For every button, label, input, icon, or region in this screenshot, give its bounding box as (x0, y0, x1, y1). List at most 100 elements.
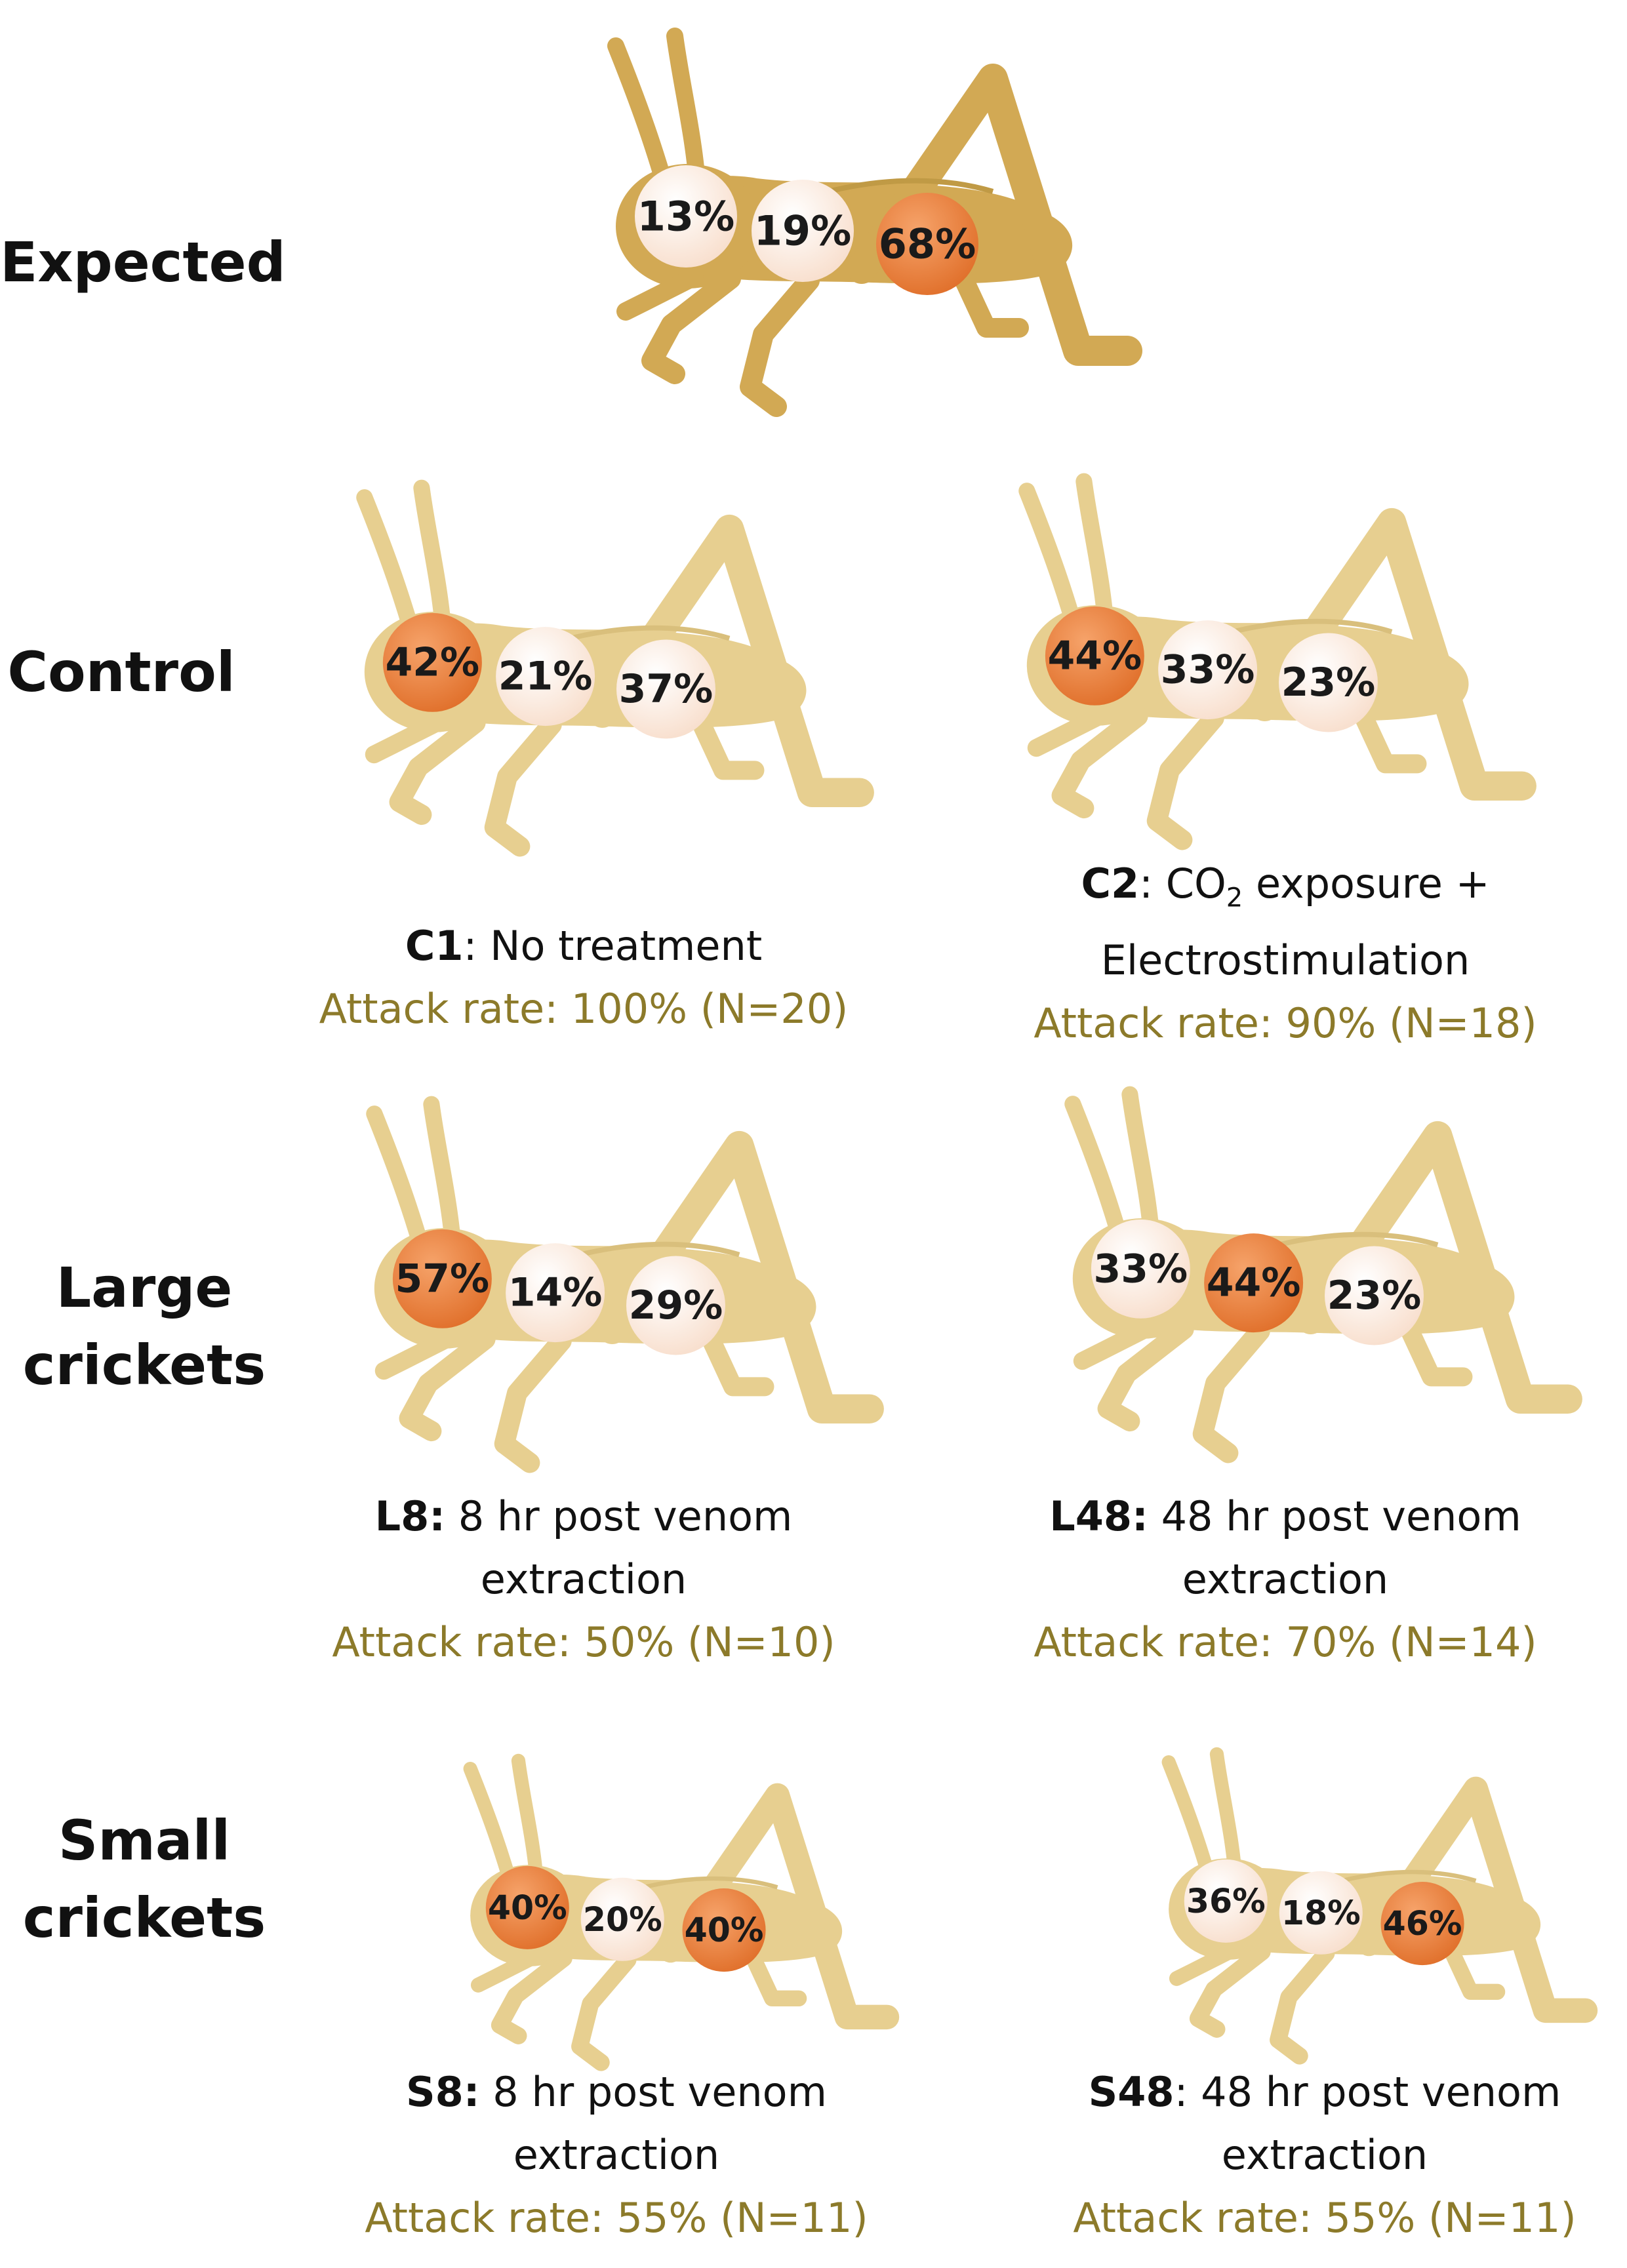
attack-head-marker (1045, 606, 1144, 706)
attack-thorax-marker (1204, 1233, 1304, 1333)
row-label-large-crickets: Large crickets (13, 1249, 275, 1404)
attack-head-circle: 57% (392, 1229, 492, 1328)
caption-l8-line1: L8: 8 hr post venom (282, 1485, 885, 1548)
attack-abdomen-marker (1325, 1246, 1424, 1345)
caption-c2-line2: Electrostimulation (1100, 936, 1470, 985)
attack-abdomen-marker (682, 1888, 766, 1972)
attack-abdomen-marker (626, 1256, 725, 1355)
attack-thorax-marker (1158, 620, 1258, 720)
row-label-small-line1: Small (58, 1808, 231, 1873)
caption-c1-code: C1 (405, 922, 464, 970)
attack-head-value: 57% (395, 1256, 490, 1302)
caption-c2-prefix: : CO (1139, 860, 1226, 907)
attack-head-circle: 42% (382, 612, 482, 712)
attack-thorax-value: 33% (1161, 647, 1255, 693)
attack-abdomen-circle: 29% (626, 1256, 725, 1355)
attack-thorax-circle: 33% (1158, 620, 1258, 720)
attack-head-marker (635, 165, 737, 268)
caption-l8: L8: 8 hr post venom extraction Attack ra… (282, 1485, 885, 1674)
row-label-large-line2: crickets (22, 1333, 266, 1397)
attack-head-value: 33% (1094, 1246, 1188, 1292)
attack-head-marker (392, 1229, 492, 1328)
attack-abdomen-value: 29% (629, 1283, 723, 1328)
caption-l8-line2: extraction (480, 1555, 687, 1603)
caption-c1: C1: No treatment Attack rate: 100% (N=20… (282, 915, 885, 1041)
caption-c2-sub: 2 (1226, 883, 1243, 913)
caption-l48-rate: Attack rate: 70% (N=14) (1034, 1618, 1537, 1666)
caption-c2-rate: Attack rate: 90% (N=18) (1034, 999, 1537, 1048)
cricket-l8: 57% 14% 29% (366, 1096, 884, 1473)
caption-s8-rate: Attack rate: 55% (N=11) (365, 2194, 868, 2242)
attack-thorax-circle: 18% (1279, 1871, 1363, 1955)
caption-s48-code: S48 (1088, 2068, 1175, 2116)
caption-l8-code: L8: (374, 1492, 446, 1540)
attack-abdomen-circle: 23% (1279, 633, 1378, 732)
caption-c2: C2: CO2 exposure + Electrostimulation At… (984, 852, 1587, 1055)
cricket-c2: 44% 33% 23% (1018, 473, 1537, 850)
caption-s48: S48: 48 hr post venom extraction Attack … (1023, 2061, 1626, 2250)
attack-thorax-value: 19% (754, 207, 851, 255)
attack-abdomen-marker (876, 193, 978, 295)
attack-head-circle: 36% (1184, 1859, 1268, 1943)
attack-abdomen-marker (1380, 1882, 1464, 1966)
caption-s8-code: S8: (405, 2068, 480, 2116)
attack-abdomen-value: 46% (1383, 1904, 1462, 1943)
attack-thorax-marker (496, 627, 595, 726)
row-label-expected-text: Expected (0, 230, 286, 294)
attack-abdomen-marker (1279, 633, 1378, 732)
attack-thorax-value: 44% (1207, 1260, 1301, 1306)
attack-abdomen-circle: 23% (1325, 1246, 1424, 1345)
cricket-s48: 36% 18% 46% (1161, 1747, 1598, 2065)
attack-head-circle: 33% (1091, 1219, 1190, 1319)
attack-thorax-value: 20% (583, 1900, 662, 1939)
caption-l48-line2: extraction (1182, 1555, 1389, 1603)
caption-s48-rate: Attack rate: 55% (N=11) (1073, 2194, 1577, 2242)
attack-thorax-marker (580, 1877, 664, 1961)
attack-head-circle: 13% (635, 165, 737, 268)
attack-head-value: 36% (1186, 1882, 1266, 1920)
attack-thorax-circle: 20% (580, 1877, 664, 1961)
cricket-l48: 33% 44% 23% (1064, 1086, 1582, 1463)
caption-c1-rate: Attack rate: 100% (N=20) (319, 985, 849, 1033)
caption-s8-line2: extraction (513, 2131, 720, 2179)
row-label-small-line2: crickets (22, 1886, 266, 1950)
attack-thorax-circle: 21% (496, 627, 595, 726)
attack-abdomen-value: 23% (1327, 1273, 1422, 1319)
attack-head-circle: 40% (485, 1865, 569, 1949)
caption-l48-line1: L48: 48 hr post venom (984, 1485, 1587, 1548)
caption-l48-text1: 48 hr post venom (1148, 1492, 1521, 1540)
caption-c2-line1: C2: CO2 exposure + (984, 852, 1587, 929)
caption-s48-text1: : 48 hr post venom (1174, 2068, 1561, 2116)
caption-l8-rate: Attack rate: 50% (N=10) (332, 1618, 835, 1666)
attack-abdomen-circle: 40% (682, 1888, 766, 1972)
caption-c1-desc: C1: No treatment (405, 922, 763, 970)
attack-head-value: 13% (637, 193, 734, 241)
attack-abdomen-value: 23% (1281, 660, 1376, 706)
attack-abdomen-circle: 37% (616, 639, 715, 739)
attack-thorax-circle: 14% (506, 1243, 605, 1343)
attack-abdomen-value: 40% (685, 1911, 764, 1949)
attack-head-value: 40% (488, 1888, 567, 1927)
attack-thorax-circle: 44% (1204, 1233, 1304, 1333)
row-label-control-text: Control (7, 640, 235, 704)
caption-l48: L48: 48 hr post venom extraction Attack … (984, 1485, 1587, 1674)
attack-head-circle: 44% (1045, 606, 1144, 706)
cricket-c1: 42% 21% 37% (356, 479, 874, 857)
attack-thorax-marker (506, 1243, 605, 1343)
caption-s8-text1: 8 hr post venom (479, 2068, 827, 2116)
attack-thorax-marker (752, 180, 854, 282)
row-label-expected: Expected (0, 229, 286, 296)
caption-c2-code: C2 (1081, 860, 1140, 907)
row-label-large-line1: Large (56, 1256, 233, 1320)
cricket-expected: 13% 19% 68% (607, 28, 1142, 417)
attack-head-marker (382, 612, 482, 712)
attack-abdomen-value: 68% (879, 220, 976, 268)
attack-thorax-value: 21% (498, 654, 593, 700)
attack-thorax-value: 18% (1281, 1894, 1361, 1932)
attack-abdomen-circle: 68% (876, 193, 978, 295)
row-label-control: Control (0, 639, 243, 706)
attack-head-marker (1091, 1219, 1190, 1319)
caption-s48-line1: S48: 48 hr post venom (1023, 2061, 1626, 2124)
attack-head-marker (485, 1865, 569, 1949)
cricket-s8: 40% 20% 40% (463, 1753, 900, 2071)
